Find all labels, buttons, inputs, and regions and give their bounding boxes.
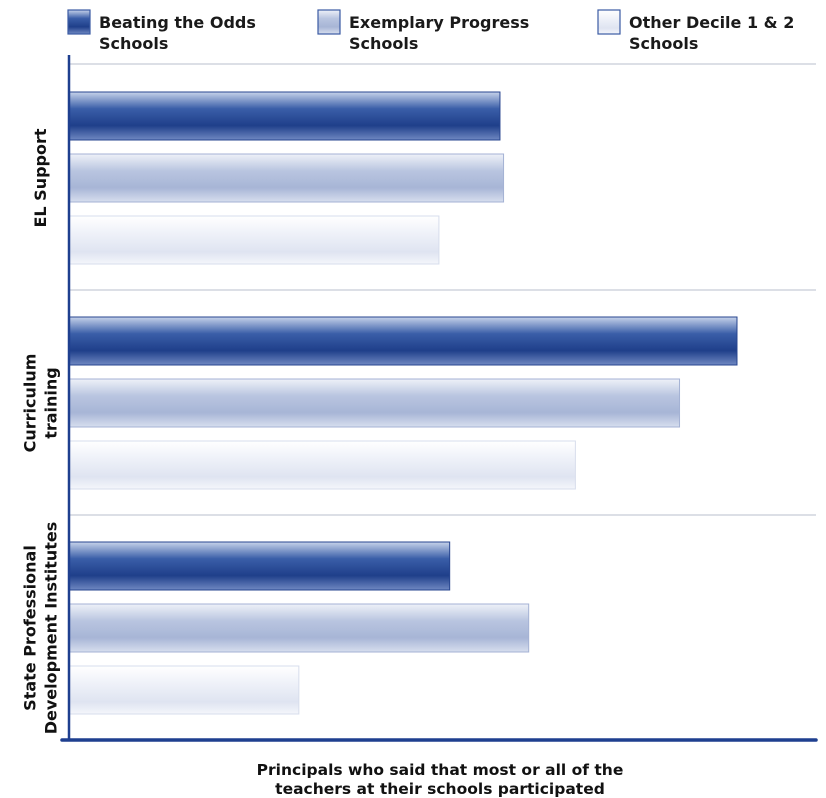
bar <box>68 153 505 203</box>
legend-label-2: Schools <box>349 34 418 53</box>
bar <box>68 665 300 715</box>
category-separators <box>69 63 816 516</box>
bar <box>68 316 738 366</box>
bar <box>68 215 440 265</box>
legend-swatch-1 <box>67 9 91 35</box>
bar <box>68 541 451 591</box>
x-axis-title: Principals who said that most or all of … <box>257 761 624 798</box>
legend-swatch-3 <box>597 9 621 35</box>
legend-label-1: Schools <box>99 34 168 53</box>
legend-swatch-2 <box>317 9 341 35</box>
x-axis-title-line: Principals who said that most or all of … <box>257 761 624 779</box>
category-label: EL Support <box>31 128 50 227</box>
category-label: State Professional <box>21 545 40 711</box>
bar <box>68 378 681 428</box>
legend-label-2: Exemplary Progress <box>349 13 529 32</box>
x-axis-title-line: teachers at their schools participated <box>275 780 605 798</box>
legend: Beating the Odds Schools Exemplary Progres… <box>67 9 794 53</box>
category-label: Development Institutes <box>42 522 61 735</box>
category-labels: EL Support Curriculum training State Profes… <box>21 128 61 734</box>
bar <box>68 603 530 653</box>
legend-label-3: Schools <box>629 34 698 53</box>
bars <box>68 91 738 715</box>
category-label: training <box>42 367 61 439</box>
bar <box>68 91 501 141</box>
category-label: Curriculum <box>21 354 40 453</box>
legend-label-1: Beating the Odds <box>99 13 256 32</box>
legend-label-3: Other Decile 1 & 2 <box>629 13 794 32</box>
bar <box>68 440 576 490</box>
axes <box>60 55 818 742</box>
